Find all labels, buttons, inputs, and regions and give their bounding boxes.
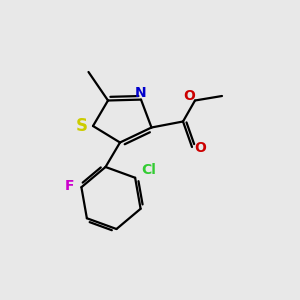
Text: Cl: Cl xyxy=(141,163,156,177)
Text: N: N xyxy=(135,86,147,100)
Text: O: O xyxy=(183,89,195,103)
Text: O: O xyxy=(194,142,206,155)
Text: S: S xyxy=(76,117,88,135)
Text: F: F xyxy=(65,179,75,193)
